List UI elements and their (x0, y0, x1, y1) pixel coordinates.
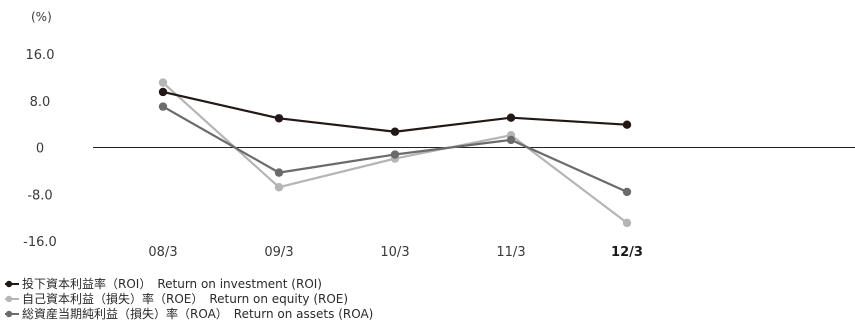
legend-swatch-marker (5, 310, 13, 318)
legend: 投下資本利益率（ROI） Return on investment (ROI)自… (5, 276, 373, 321)
y-axis-unit-label: (%) (31, 10, 52, 24)
x-tick-label: 11/3 (496, 245, 525, 260)
legend-label: 総資産当期純利益（損失）率（ROA） Return on assets (ROA… (22, 306, 373, 321)
legend-label: 投下資本利益率（ROI） Return on investment (ROI) (22, 276, 322, 291)
y-tick-label: 8.0 (30, 95, 51, 110)
data-point-s2-1 (274, 168, 284, 177)
series-points (158, 78, 632, 228)
data-point-s1-4 (622, 218, 632, 228)
data-point-s2-4 (622, 187, 632, 197)
data-point-s0-0 (158, 87, 168, 97)
legend-swatch-marker (5, 280, 13, 288)
y-tick-label: -8.0 (27, 188, 52, 203)
data-point-s2-0 (158, 102, 168, 111)
data-point-s1-0 (158, 78, 168, 87)
series-line-2 (162, 105, 628, 193)
x-axis-ticks: 08/3 09/3 10/3 11/3 12/3 (148, 245, 643, 260)
y-tick-label: 16.0 (26, 48, 55, 63)
data-point-s2-2 (390, 150, 400, 159)
x-tick-label: 08/3 (148, 245, 177, 260)
legend-label: 自己資本利益（損失）率（ROE） Return on equity (ROE) (22, 291, 348, 306)
y-tick-label: -16.0 (23, 235, 57, 250)
y-tick-label: 0 (36, 142, 44, 157)
data-point-s0-1 (274, 114, 284, 123)
series-line-0 (162, 90, 628, 133)
data-point-s2-3 (506, 135, 516, 145)
legend-swatch-marker (5, 295, 13, 303)
x-tick-label: 12/3 (611, 245, 643, 260)
data-point-s1-1 (274, 183, 284, 192)
data-point-s0-4 (622, 120, 632, 129)
data-point-s0-2 (390, 127, 400, 136)
x-tick-label: 10/3 (380, 245, 409, 260)
y-axis-ticks: 16.0 8.0 0 -8.0 -16.0 (23, 48, 57, 250)
x-tick-label: 09/3 (264, 245, 293, 260)
data-point-s0-3 (506, 113, 516, 122)
